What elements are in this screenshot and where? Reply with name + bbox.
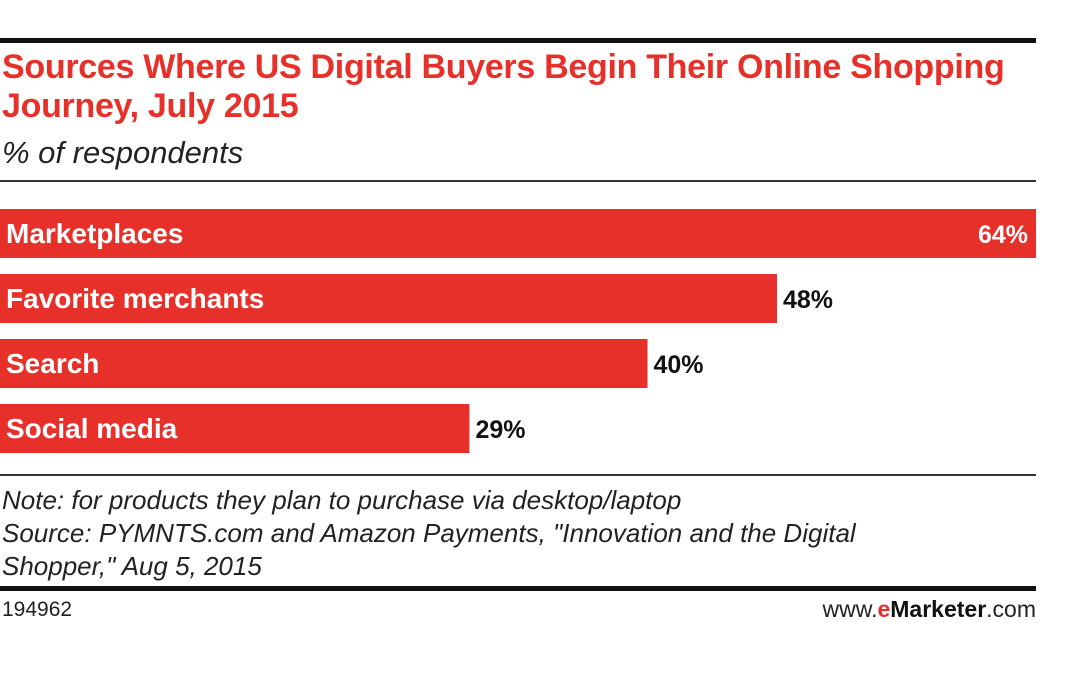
chart-frame: Sources Where US Digital Buyers Begin Th… — [0, 38, 1036, 623]
value-label-search: 40% — [654, 351, 704, 379]
footer-rule — [0, 586, 1036, 591]
notes-block: Note: for products they plan to purchase… — [2, 484, 1032, 583]
emarketer-logo: www.eMarketer.com — [823, 596, 1036, 623]
value-label-marketplaces: 64% — [978, 221, 1028, 249]
note-text: Note: for products they plan to purchase… — [2, 485, 682, 515]
chart-title: Sources Where US Digital Buyers Begin Th… — [2, 48, 1005, 125]
source-text-line-1: Source: PYMNTS.com and Amazon Payments, … — [2, 518, 856, 548]
brand-suffix: .com — [986, 596, 1036, 622]
value-label-social-media: 29% — [475, 416, 525, 444]
value-label-favorite-merchants: 48% — [783, 286, 833, 314]
bar-favorite-merchants — [0, 274, 777, 323]
bar-chart: Marketplaces 64% Favorite merchants 48% Sear… — [0, 209, 1036, 453]
chart-id: 194962 — [2, 598, 73, 621]
category-label-search: Search — [6, 348, 99, 379]
category-label-social-media: Social media — [6, 413, 178, 444]
bar-search — [0, 339, 648, 388]
chart-subtitle: % of respondents — [2, 135, 244, 170]
brand-e: e — [877, 596, 891, 622]
bar-social-media — [0, 404, 470, 453]
category-label-marketplaces: Marketplaces — [6, 218, 183, 249]
brand-marketer: Marketer — [890, 596, 987, 622]
brand-prefix: www. — [822, 596, 878, 622]
source-text-line-2: Shopper," Aug 5, 2015 — [2, 551, 262, 581]
top-rule — [0, 38, 1036, 43]
category-label-favorite-merchants: Favorite merchants — [6, 283, 264, 314]
header-divider — [0, 180, 1036, 182]
bar-marketplaces — [0, 209, 1036, 258]
plot-bottom-divider — [0, 474, 1036, 476]
